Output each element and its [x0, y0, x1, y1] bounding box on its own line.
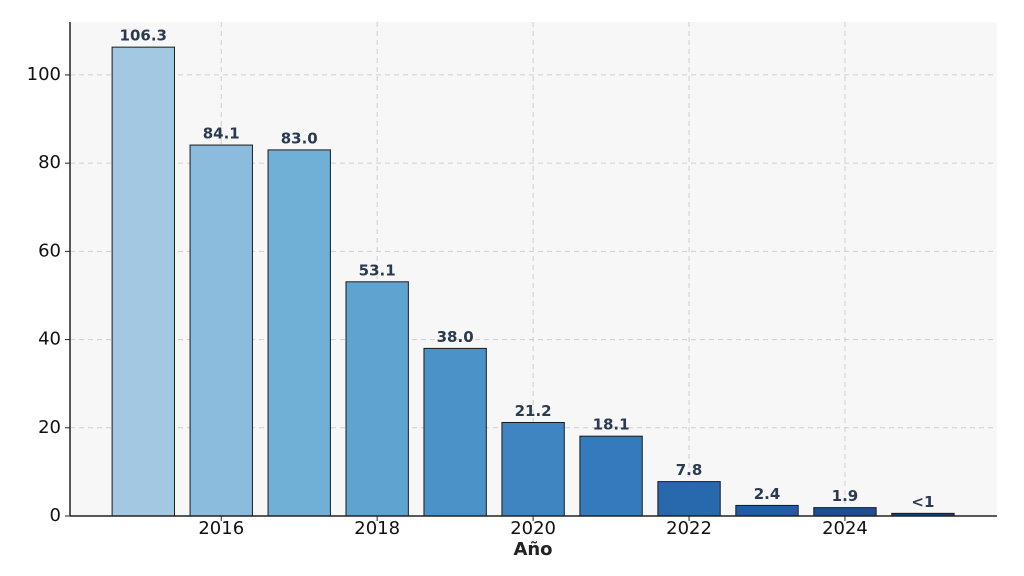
value-label: 18.1	[593, 416, 630, 434]
bar	[345, 281, 409, 517]
bar	[267, 149, 331, 517]
y-tick-label: 40	[38, 329, 61, 350]
bar	[423, 347, 487, 517]
bar	[657, 481, 721, 517]
x-tick-label: 2018	[354, 518, 400, 539]
y-tick-label: 100	[27, 64, 61, 85]
value-label: 84.1	[203, 125, 240, 143]
value-label: 38.0	[437, 328, 474, 346]
bar	[501, 421, 565, 517]
x-tick-label: 2020	[510, 518, 556, 539]
bar	[813, 507, 877, 517]
y-tick-label: 60	[38, 240, 61, 261]
value-label: 106.3	[120, 27, 167, 45]
value-label: 1.9	[832, 487, 859, 505]
bar	[579, 435, 643, 517]
value-label: 2.4	[754, 485, 781, 503]
value-label: <1	[911, 493, 934, 511]
value-label: 7.8	[676, 461, 703, 479]
x-tick-label: 2022	[666, 518, 712, 539]
y-tick-label: 0	[50, 505, 61, 526]
x-tick-label: 2024	[822, 518, 868, 539]
bar	[735, 504, 799, 517]
bar	[111, 46, 175, 517]
value-label: 21.2	[515, 402, 552, 420]
y-tick-label: 20	[38, 417, 61, 438]
value-label: 53.1	[359, 261, 396, 279]
x-axis-label: Año	[513, 539, 552, 560]
x-tick-label: 2016	[198, 518, 244, 539]
y-tick-label: 80	[38, 152, 61, 173]
bar	[189, 144, 253, 517]
value-label: 83.0	[281, 129, 318, 147]
